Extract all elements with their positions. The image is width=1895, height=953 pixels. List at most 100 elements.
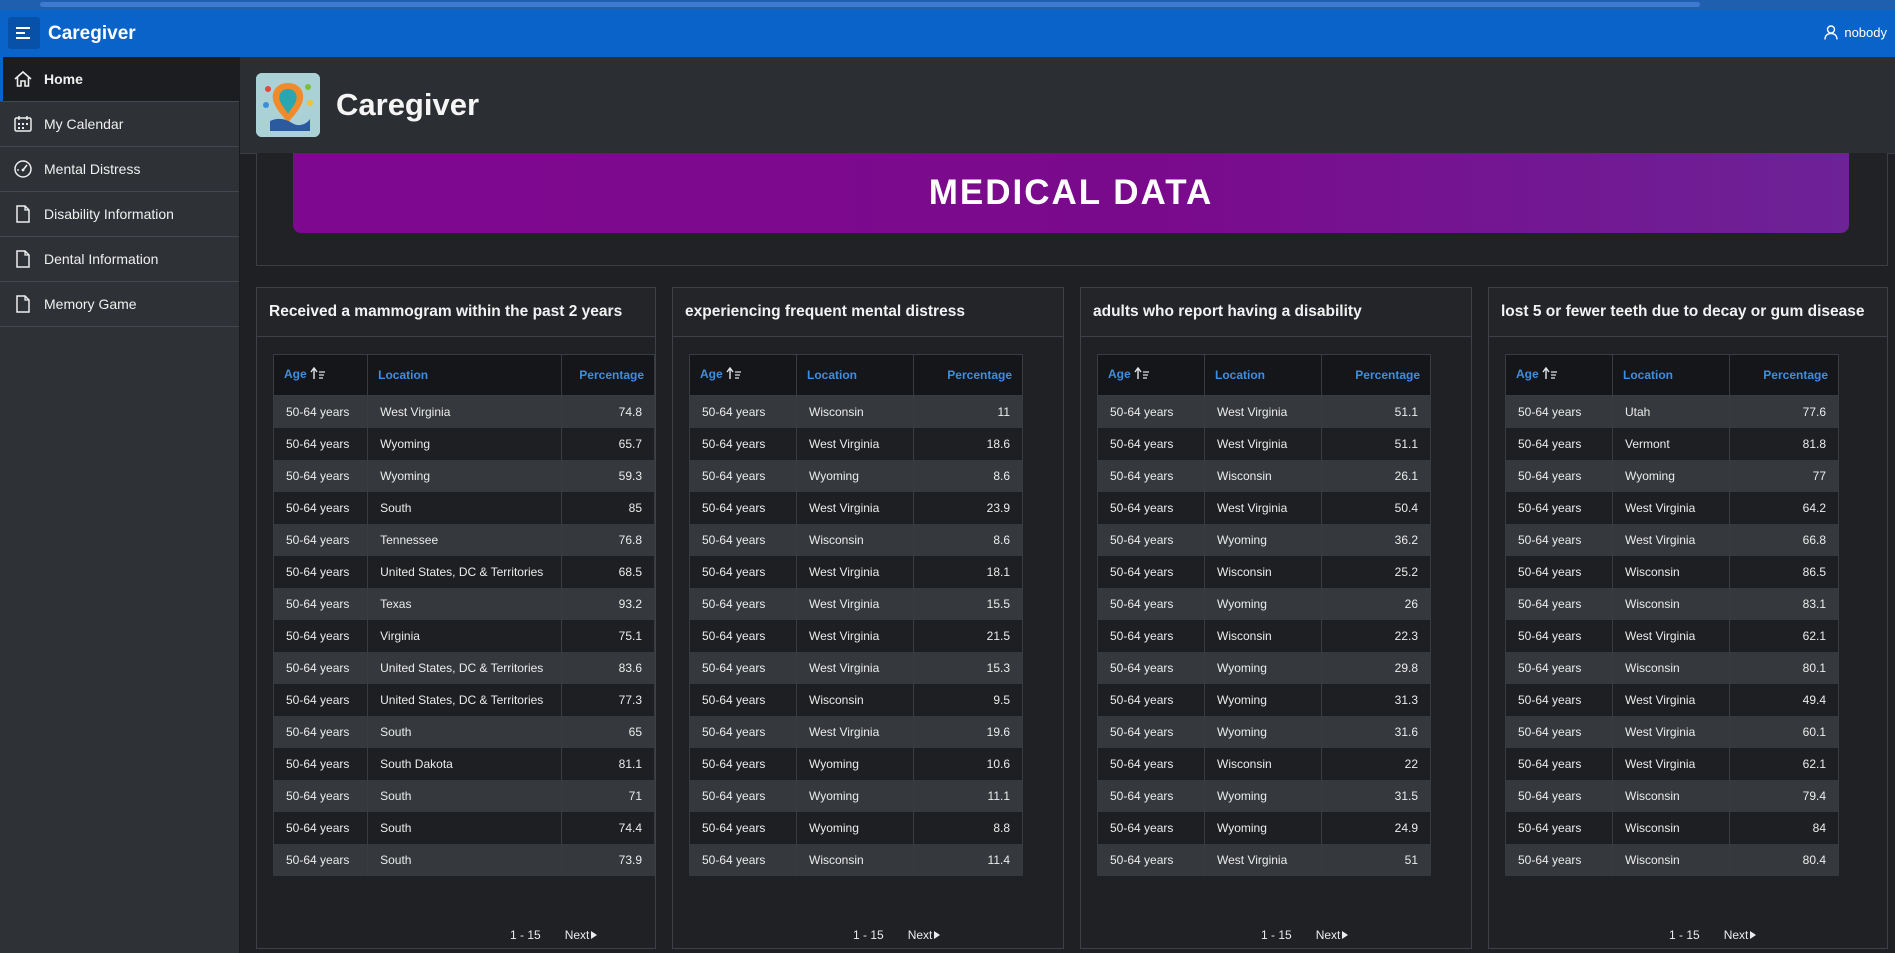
location-cell: Utah <box>1612 395 1730 428</box>
percentage-cell: 8.6 <box>913 524 1023 556</box>
column-header-age[interactable]: Age <box>689 354 797 396</box>
percentage-cell: 31.5 <box>1321 780 1431 812</box>
age-cell: 50-64 years <box>272 460 369 492</box>
calendar-icon <box>11 112 35 136</box>
age-cell: 50-64 years <box>1097 620 1205 652</box>
age-cell: 50-64 years <box>1097 652 1205 684</box>
location-cell: Wisconsin <box>1612 780 1730 812</box>
table-row: 50-64 years West Virginia 23.9 <box>689 492 1023 524</box>
age-cell: 50-64 years <box>272 748 369 780</box>
table-row: 50-64 years United States, DC & Territori… <box>272 652 655 684</box>
age-cell: 50-64 years <box>272 844 369 876</box>
table-row: 50-64 years West Virginia 62.1 <box>1505 620 1839 652</box>
column-header-location[interactable]: Location <box>796 354 914 396</box>
column-header-age[interactable]: Age <box>1505 354 1613 396</box>
age-cell: 50-64 years <box>272 716 369 748</box>
percentage-cell: 21.5 <box>913 620 1023 652</box>
location-cell: West Virginia <box>1204 844 1322 876</box>
sidebar-item-label: My Calendar <box>44 116 124 132</box>
caret-right-icon <box>1342 928 1349 942</box>
location-cell: Wyoming <box>1612 460 1730 492</box>
column-header-percentage[interactable]: Percentage <box>561 354 655 396</box>
age-cell: 50-64 years <box>272 780 369 812</box>
percentage-cell: 81.1 <box>561 748 655 780</box>
location-cell: South <box>367 716 563 748</box>
next-page-button[interactable]: Next <box>565 928 598 942</box>
table-row: 50-64 years Wisconsin 22 <box>1097 748 1431 780</box>
location-cell: Wyoming <box>1204 652 1322 684</box>
table-row: 50-64 years West Virginia 18.1 <box>689 556 1023 588</box>
age-cell: 50-64 years <box>1505 620 1613 652</box>
percentage-cell: 81.8 <box>1729 428 1839 460</box>
pagination-range: 1 - 15 <box>1261 928 1292 942</box>
percentage-cell: 10.6 <box>913 748 1023 780</box>
table-row: 50-64 years Wyoming 11.1 <box>689 780 1023 812</box>
table-row: 50-64 years Wisconsin 84 <box>1505 812 1839 844</box>
location-cell: Wisconsin <box>796 684 914 716</box>
age-cell: 50-64 years <box>689 748 797 780</box>
location-cell: Wisconsin <box>1204 460 1322 492</box>
sidebar-item-memory-game[interactable]: Memory Game <box>0 282 239 327</box>
location-cell: West Virginia <box>796 716 914 748</box>
sidebar-item-mental-distress[interactable]: Mental Distress <box>0 147 239 192</box>
app-title[interactable]: Caregiver <box>48 23 136 44</box>
next-page-button[interactable]: Next <box>1724 928 1757 942</box>
percentage-cell: 83.6 <box>561 652 655 684</box>
table-row: 50-64 years Wyoming 29.8 <box>1097 652 1431 684</box>
age-cell: 50-64 years <box>1097 492 1205 524</box>
percentage-cell: 11.1 <box>913 780 1023 812</box>
table-row: 50-64 years West Virginia 49.4 <box>1505 684 1839 716</box>
column-header-age[interactable]: Age <box>1097 354 1205 396</box>
column-header-location[interactable]: Location <box>1612 354 1730 396</box>
location-cell: West Virginia <box>1612 492 1730 524</box>
table-row: 50-64 years Utah 77.6 <box>1505 395 1839 428</box>
table-row: 50-64 years Wisconsin 80.4 <box>1505 844 1839 876</box>
table-row: 50-64 years West Virginia 21.5 <box>689 620 1023 652</box>
percentage-cell: 68.5 <box>561 556 655 588</box>
column-header-location[interactable]: Location <box>1204 354 1322 396</box>
next-page-button[interactable]: Next <box>908 928 941 942</box>
column-header-age[interactable]: Age <box>272 354 369 396</box>
percentage-cell: 65.7 <box>561 428 655 460</box>
column-header-percentage[interactable]: Percentage <box>1321 354 1431 396</box>
report-card: adults who report having a disability Age… <box>1080 287 1472 949</box>
age-cell: 50-64 years <box>272 492 369 524</box>
percentage-cell: 77.6 <box>1729 395 1839 428</box>
percentage-cell: 76.8 <box>561 524 655 556</box>
sidebar-item-disability-information[interactable]: Disability Information <box>0 192 239 237</box>
table-row: 50-64 years Wyoming 24.9 <box>1097 812 1431 844</box>
age-cell: 50-64 years <box>1097 460 1205 492</box>
percentage-cell: 49.4 <box>1729 684 1839 716</box>
percentage-cell: 9.5 <box>913 684 1023 716</box>
sidebar-item-home[interactable]: Home <box>0 57 239 102</box>
column-header-percentage[interactable]: Percentage <box>913 354 1023 396</box>
column-header-label: Percentage <box>1355 368 1420 382</box>
sidebar-item-my-calendar[interactable]: My Calendar <box>0 102 239 147</box>
age-cell: 50-64 years <box>1505 652 1613 684</box>
pagination-range: 1 - 15 <box>510 928 541 942</box>
table-row: 50-64 years West Virginia 74.8 <box>272 395 655 428</box>
user-icon <box>1824 25 1839 40</box>
age-cell: 50-64 years <box>272 812 369 844</box>
next-page-button[interactable]: Next <box>1316 928 1349 942</box>
location-cell: Texas <box>367 588 563 620</box>
pagination-range: 1 - 15 <box>1669 928 1700 942</box>
next-label: Next <box>564 928 590 942</box>
location-cell: South <box>367 844 563 876</box>
age-cell: 50-64 years <box>689 395 797 428</box>
report-table: Age Location Percentage 50-64 years West Vir… <box>1097 354 1431 876</box>
location-cell: West Virginia <box>1204 395 1322 428</box>
medical-data-banner: MEDICAL DATA <box>293 153 1849 233</box>
sidebar-item-dental-information[interactable]: Dental Information <box>0 237 239 282</box>
user-menu[interactable]: nobody <box>1824 25 1887 40</box>
sidebar-item-label: Mental Distress <box>44 161 141 177</box>
column-header-percentage[interactable]: Percentage <box>1729 354 1839 396</box>
table-row: 50-64 years Wyoming 65.7 <box>272 428 655 460</box>
main-content: Caregiver MEDICAL DATA Received a mammog… <box>240 57 1895 953</box>
column-header-location[interactable]: Location <box>367 354 563 396</box>
report-title: Received a mammogram within the past 2 y… <box>257 288 655 337</box>
menu-toggle-button[interactable] <box>8 17 40 49</box>
percentage-cell: 15.5 <box>913 588 1023 620</box>
caret-right-icon <box>591 928 598 942</box>
percentage-cell: 22.3 <box>1321 620 1431 652</box>
